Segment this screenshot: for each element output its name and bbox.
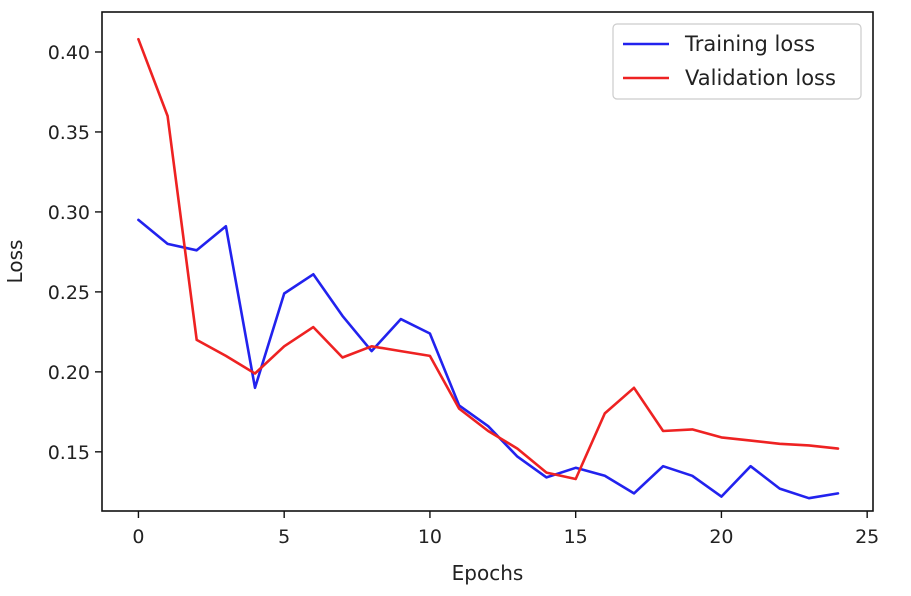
series-line-validation-loss (137, 37, 840, 481)
series-line-training-loss (137, 218, 840, 500)
y-tick-label: 0.30 (48, 202, 90, 224)
y-tick-label: 0.20 (48, 362, 90, 384)
series-layer (137, 37, 840, 500)
x-tick-label: 10 (418, 526, 442, 548)
y-axis: 0.15 0.20 0.25 0.30 0.35 0.40 (48, 42, 102, 464)
x-tick-label: 25 (855, 526, 879, 548)
legend-label: Training loss (684, 32, 815, 56)
x-axis-label: Epochs (452, 561, 524, 585)
legend-label: Validation loss (685, 66, 836, 90)
x-tick-label: 0 (132, 526, 144, 548)
y-tick-label: 0.40 (48, 42, 90, 64)
x-tick-label: 15 (564, 526, 588, 548)
x-tick-label: 5 (278, 526, 290, 548)
legend-box (612, 23, 862, 100)
x-axis: 0 5 10 15 20 25 (132, 511, 879, 548)
y-tick-label: 0.25 (48, 282, 90, 304)
y-axis-label: Loss (3, 240, 27, 284)
plot-frame (101, 11, 874, 512)
y-tick-label: 0.15 (48, 442, 90, 464)
legend: Training loss Validation loss (612, 23, 862, 100)
x-tick-label: 20 (709, 526, 733, 548)
y-tick-label: 0.35 (48, 122, 90, 144)
